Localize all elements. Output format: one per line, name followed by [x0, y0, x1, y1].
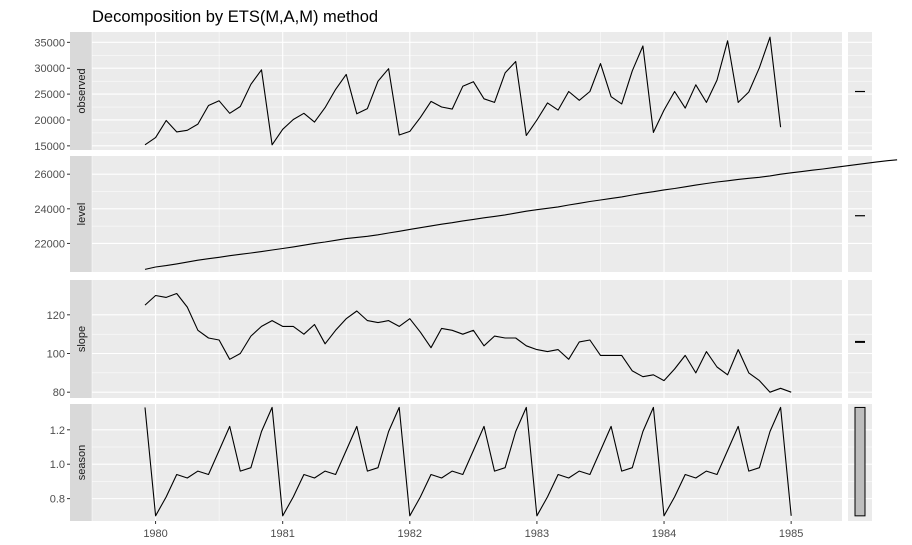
y-tick-label: 1.0 [50, 459, 65, 471]
y-tick-label: 80 [53, 387, 65, 399]
y-tick-label: 100 [47, 349, 65, 361]
range-panel-background [848, 156, 872, 272]
series-line-observed [144, 36, 782, 146]
y-tick-label: 0.8 [50, 494, 65, 506]
panel-background [92, 156, 842, 272]
y-tick-label: 15000 [34, 141, 65, 153]
panel-observed: observed 15000 20000 25000 30000 35000 [34, 32, 872, 153]
panel-season: season 0.8 1.0 1.2 [50, 404, 872, 521]
range-bar [854, 406, 866, 517]
panel-background [92, 32, 842, 150]
strip-label-season: season [76, 445, 88, 480]
y-tick-label: 35000 [34, 37, 65, 49]
panel-slope: slope 80 100 120 [47, 280, 872, 399]
y-tick-label: 24000 [34, 204, 65, 216]
x-tick-label: 1981 [270, 528, 294, 540]
y-tick-label: 22000 [34, 238, 65, 250]
y-tick-label: 120 [47, 310, 65, 322]
y-tick-label: 30000 [34, 63, 65, 75]
series-line-season [144, 406, 792, 517]
x-tick-label: 1983 [525, 528, 549, 540]
strip-background [70, 404, 92, 521]
x-tick-label: 1980 [143, 528, 167, 540]
y-tick-label: 20000 [34, 115, 65, 127]
strip-label-observed: observed [76, 68, 88, 113]
strip-background [70, 32, 92, 150]
series-line-level [144, 159, 898, 270]
strip-background [70, 156, 92, 272]
chart-title: Decomposition by ETS(M,A,M) method [92, 8, 378, 26]
strip-background [70, 280, 92, 398]
panel-background [92, 404, 842, 521]
x-tick-label: 1982 [398, 528, 422, 540]
x-tick-label: 1985 [779, 528, 803, 540]
y-tick-label: 26000 [34, 169, 65, 181]
range-panel-background [848, 280, 872, 398]
y-tick-label: 1.2 [50, 425, 65, 437]
x-tick-label: 1984 [652, 528, 676, 540]
strip-label-slope: slope [76, 326, 88, 352]
series-line-slope [144, 292, 792, 393]
y-tick-label: 25000 [34, 89, 65, 101]
strip-label-level: level [76, 203, 88, 226]
panel-level: level 22000 24000 26000 [34, 156, 898, 272]
panel-background [92, 280, 842, 398]
